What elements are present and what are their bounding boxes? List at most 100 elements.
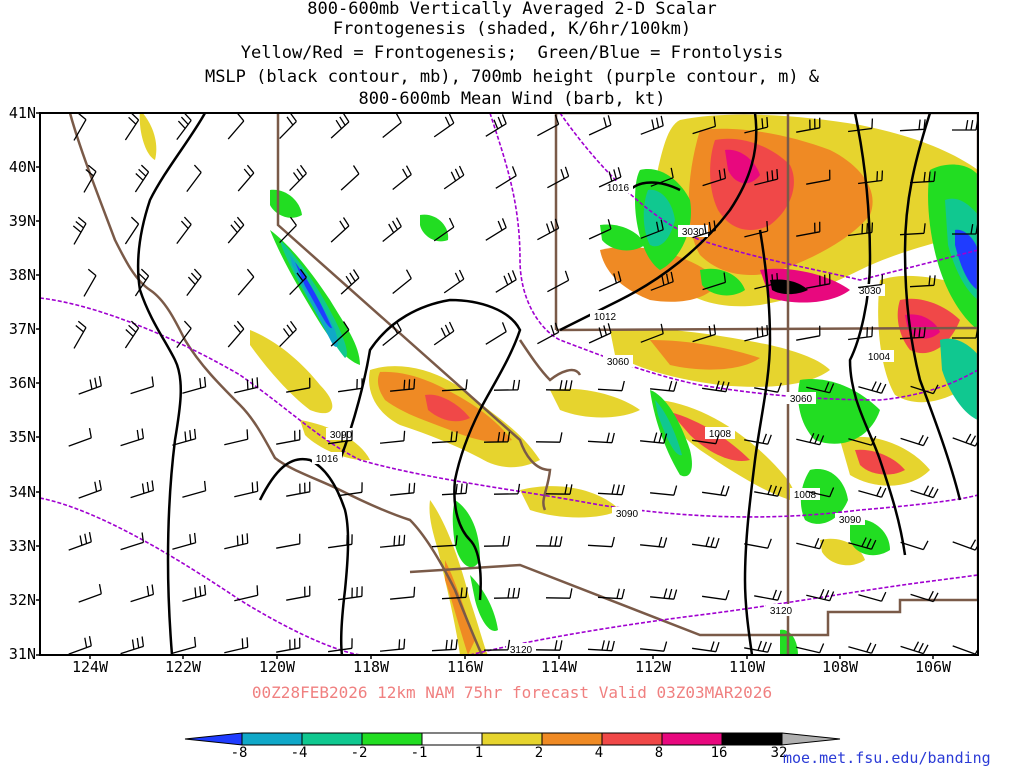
- lon-label: 110W: [728, 658, 766, 676]
- state-borders: [68, 113, 978, 655]
- wind-barb: [330, 217, 350, 243]
- lon-label: 122W: [164, 658, 202, 676]
- wind-barb: [858, 486, 887, 498]
- wind-barb: [547, 166, 570, 189]
- title-line-4: MSLP (black contour, mb), 700mb height (…: [204, 67, 820, 87]
- wind-barb: [545, 380, 573, 391]
- wind-barb: [692, 324, 717, 343]
- height-contours: [40, 113, 978, 655]
- wind-barb: [640, 641, 668, 652]
- wind-barb: [441, 587, 468, 600]
- wind-barb: [120, 636, 145, 655]
- lon-label: 116W: [446, 658, 484, 676]
- height-label-3030b: 3030: [859, 286, 882, 297]
- wind-barb: [537, 218, 560, 241]
- height-label-3060b: 3060: [790, 394, 813, 405]
- wind-barb: [485, 322, 507, 345]
- lon-label: 118W: [352, 658, 390, 676]
- mslp-label-1016a: 1016: [316, 454, 339, 465]
- wind-barb: [279, 113, 297, 140]
- wind-barb: [483, 431, 511, 443]
- colorbar-label: 2: [534, 745, 544, 761]
- wind-barb: [68, 531, 92, 551]
- wind-barb: [227, 216, 245, 244]
- forecast-valid-time: 00Z28FEB2026 12km NAM 75hr forecast Vali…: [251, 683, 773, 702]
- wind-barb: [237, 268, 255, 296]
- wind-barb: [176, 320, 192, 348]
- wind-barb: [547, 270, 570, 293]
- wind-barb: [587, 432, 615, 444]
- wind-barb: [754, 169, 779, 186]
- wind-barb: [744, 221, 769, 238]
- wind-barb: [289, 268, 307, 296]
- wind-barb: [796, 643, 825, 654]
- wind-barb: [537, 114, 560, 137]
- wind-barb: [640, 432, 668, 444]
- wind-barb: [328, 534, 353, 549]
- wind-barb: [120, 532, 145, 551]
- wind-barb: [78, 479, 102, 499]
- wind-barb: [186, 268, 202, 296]
- wind-barb: [692, 433, 720, 445]
- wind-barb: [952, 119, 978, 131]
- wind-barb: [431, 639, 458, 652]
- mslp-label: 1008: [790, 488, 820, 501]
- wind-barb: [702, 485, 730, 497]
- wind-barb: [692, 220, 717, 239]
- wind-barb: [588, 115, 612, 136]
- wind-barb: [176, 113, 192, 140]
- wind-barb: [650, 167, 674, 187]
- wind-barb: [441, 379, 468, 392]
- wind-barb: [806, 273, 831, 289]
- wind-barb: [848, 537, 877, 550]
- wind-barb: [485, 114, 507, 137]
- mslp-label-1008b: 1008: [794, 490, 817, 501]
- height-label-3060a: 3060: [607, 357, 630, 368]
- wind-barb: [390, 586, 416, 600]
- wind-barb: [340, 269, 360, 295]
- wind-barb: [650, 271, 674, 291]
- wind-barb: [848, 642, 877, 654]
- mslp-label: 1012: [590, 310, 620, 323]
- lon-label: 124W: [71, 658, 109, 676]
- wind-barb: [909, 171, 936, 184]
- lat-label: 37N: [8, 320, 36, 338]
- wind-barb: [535, 640, 563, 651]
- wind-barb: [796, 221, 821, 237]
- wind-barb: [650, 485, 678, 496]
- wind-barb: [431, 431, 458, 444]
- wind-barb: [858, 591, 887, 602]
- wind-barb: [380, 430, 406, 444]
- wind-barb: [754, 484, 782, 497]
- wind-barb: [598, 271, 622, 292]
- wind-barb: [124, 216, 140, 245]
- wind-barb: [338, 482, 363, 497]
- colorbar-label: -2: [350, 745, 368, 761]
- wind-barb: [182, 584, 207, 602]
- wind-barb: [744, 433, 772, 445]
- wind-barb: [899, 223, 926, 236]
- wind-barb: [744, 117, 769, 134]
- wind-barb: [744, 325, 769, 342]
- wind-barb: [433, 113, 455, 138]
- wind-barbs: [68, 113, 978, 655]
- wind-barb: [279, 320, 297, 348]
- lon-label: 112W: [634, 658, 672, 676]
- wind-barb: [597, 588, 625, 600]
- mslp-label: 1016: [603, 181, 633, 194]
- wind-barb: [806, 169, 831, 185]
- colorbar-label: 1: [474, 745, 484, 761]
- height-label-3090a: 3090: [330, 430, 353, 441]
- coastline: [68, 113, 484, 655]
- wind-barb: [900, 540, 929, 551]
- wind-barb: [234, 585, 259, 602]
- wind-barb: [276, 533, 301, 549]
- wind-barb: [702, 272, 727, 291]
- wind-barb: [858, 381, 887, 394]
- mslp-label-1012: 1012: [594, 312, 617, 323]
- height-label-3090c: 3090: [839, 515, 862, 526]
- wind-barb: [382, 321, 402, 347]
- source-credit: moe.met.fsu.edu/banding: [783, 749, 991, 767]
- wind-barb: [330, 113, 350, 139]
